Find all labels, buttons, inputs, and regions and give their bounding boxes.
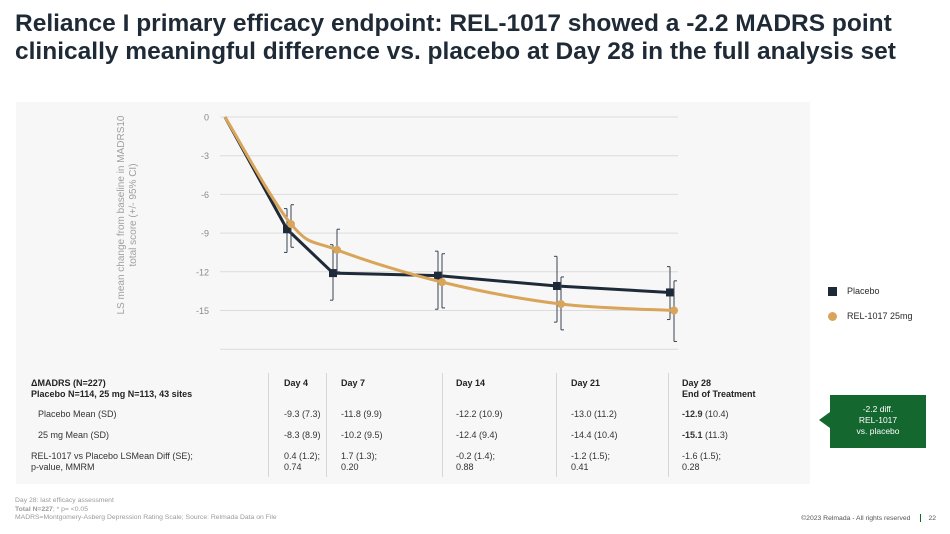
table-cell: -11.8 (9.9) [341,409,382,419]
series-lines [223,116,678,342]
callout-line: vs. placebo [856,426,900,436]
y-tick-label: -15 [196,306,209,316]
legend-item-rel-1017: REL-1017 25mg [828,310,913,322]
value-rest: (11.3) [702,430,728,440]
table-cell: 0.88 [456,462,474,472]
column-header-day28-sub: End of Treatment [682,389,756,399]
footnotes: Day 28: last efficacy assessment Total N… [15,497,277,523]
data-point-circle [333,245,341,254]
callout-line: REL-1017 [858,415,898,425]
table-cell: 1.7 (1.3); [341,451,378,461]
square-marker-icon [828,286,837,296]
table-cell: -10.2 (9.5) [341,430,383,440]
footnote-line: Total N=227; * p= <0.05 [15,506,277,515]
data-point-square [434,271,442,280]
footnote-line: Day 28: last efficacy assessment [15,497,114,504]
footnote-line: MADRS=Montgomery-Asberg Depression Ratin… [15,514,277,521]
bold-value: -15.1 [682,430,703,440]
data-point-circle [438,278,446,287]
legend-label: Placebo [847,286,880,296]
data-point-square [553,281,561,290]
table-cell: 0.41 [571,462,589,472]
table-cell: -13.0 (11.2) [571,409,617,419]
table-cell: -12.9 (10.4) [682,409,729,420]
table-header-title: ΔMADRS (N=227) [31,378,106,388]
footnote-rest: ; * p= <0.05 [52,505,88,513]
footnote-bold: Total N=227 [15,505,53,513]
row-label: 25 mg Mean (SD) [38,430,110,440]
callout-line: -2.2 diff. [862,404,894,414]
table-cell: -12.4 (9.4) [456,430,498,440]
copyright: ©2023 Relmada - All rights reserved [801,514,911,522]
data-point-square [283,225,291,234]
column-divider [556,373,557,477]
table-cell: -1.6 (1.5); [682,451,722,461]
row-label: REL-1017 vs Placebo LSMean Diff (SE); [31,451,193,461]
table-cell: 0.28 [682,462,700,472]
column-divider [442,373,443,477]
table-cell: -14.4 (10.4) [571,430,618,440]
y-tick-label: -6 [201,190,209,200]
slide-footer: ©2023 Relmada - All rights reserved 22 [801,514,936,522]
row-label: Placebo Mean (SD) [38,409,117,419]
column-header-day28: Day 28 [682,378,712,388]
column-header-day7: Day 7 [341,378,366,388]
legend-label: REL-1017 25mg [847,311,913,321]
table-cell: -8.3 (8.9) [284,430,321,440]
slide-title: Reliance I primary efficacy endpoint: RE… [15,10,896,65]
legend-item-placebo: Placebo [828,285,913,297]
series-rel-1017-25mg [223,116,678,342]
column-header-day4: Day 4 [284,378,309,388]
value-rest: (10.4) [702,409,729,419]
y-tick-label: -12 [196,267,209,277]
page-number: 22 [928,514,936,522]
gridlines [220,116,678,350]
table-cell: -0.2 (1.4); [456,451,496,461]
table-cell: 0.74 [284,462,302,472]
column-divider [668,373,669,477]
series-line [223,116,675,312]
bold-value: -12.9 [682,409,703,419]
chart-panel [16,102,810,484]
legend: Placebo REL-1017 25mg [828,285,913,335]
row-label-sub: p-value, MMRM [31,462,95,472]
y-tick-label: 0 [204,113,209,123]
table-cell: 0.20 [341,462,359,472]
column-divider [326,373,327,477]
data-point-square [329,269,337,278]
circle-marker-icon [828,311,837,321]
difference-callout: -2.2 diff. REL-1017 vs. placebo [819,395,926,448]
series-line [223,116,671,294]
column-divider [268,373,269,477]
data-point-square [666,288,674,297]
table-cell: 0.4 (1.2); [284,451,321,461]
data-point-circle [670,306,678,315]
column-header-day14: Day 14 [456,378,486,388]
footer-divider [920,514,922,522]
y-tick-label: -9 [201,229,209,239]
data-point-circle [557,300,565,309]
y-axis-ticks: 0 -3 -6 -9 -12 -15 [196,113,209,317]
table-header-subtitle: Placebo N=114, 25 mg N=113, 43 sites [31,389,193,399]
table-cell: -15.1 (11.3) [682,430,728,441]
table-cell: -1.2 (1.5); [571,451,611,461]
column-header-day21: Day 21 [571,378,601,388]
data-point-circle [287,220,295,229]
table-cell: -12.2 (10.9) [456,409,503,419]
table-cell: -9.3 (7.3) [284,409,321,419]
y-tick-label: -3 [201,151,209,161]
